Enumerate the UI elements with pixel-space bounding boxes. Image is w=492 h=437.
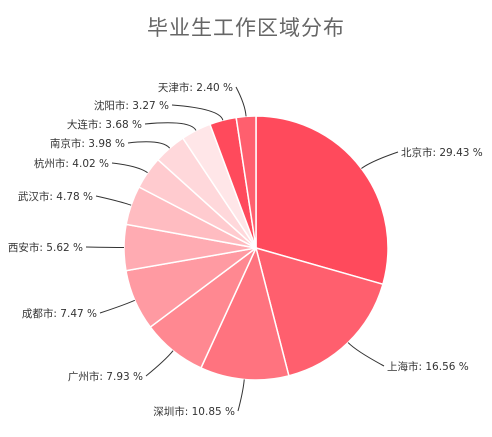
slice-label: 深圳市: 10.85 %	[153, 405, 235, 418]
leader-line	[99, 299, 136, 314]
pie-slice[interactable]	[255, 115, 389, 286]
leader-line	[95, 195, 132, 206]
slice-label: 西安市: 5.62 %	[8, 241, 83, 254]
chart-title: 毕业生工作区域分布	[147, 16, 345, 40]
slice-label: 天津市: 2.40 %	[158, 81, 233, 94]
leader-line	[85, 246, 125, 249]
leader-line	[171, 104, 224, 121]
slice-label: 成都市: 7.47 %	[22, 307, 97, 320]
slice-label: 沈阳市: 3.27 %	[94, 99, 169, 112]
pie-slice[interactable]	[254, 246, 384, 377]
leader-line	[111, 162, 148, 174]
leader-line	[347, 342, 385, 367]
leader-line	[237, 379, 245, 412]
leader-line	[361, 151, 399, 169]
slice-label: 上海市: 16.56 %	[387, 360, 469, 373]
slice-label: 广州市: 7.93 %	[68, 370, 143, 383]
slice-label: 大连市: 3.68 %	[67, 118, 142, 131]
leader-line	[144, 122, 197, 131]
slice-label: 杭州市: 4.02 %	[34, 157, 109, 170]
leader-line	[145, 350, 174, 377]
leader-line	[127, 141, 171, 149]
slice-label: 武汉市: 4.78 %	[18, 190, 93, 203]
slice-label: 北京市: 29.43 %	[401, 146, 483, 159]
leader-line	[235, 86, 247, 117]
slice-label: 南京市: 3.98 %	[50, 137, 125, 150]
